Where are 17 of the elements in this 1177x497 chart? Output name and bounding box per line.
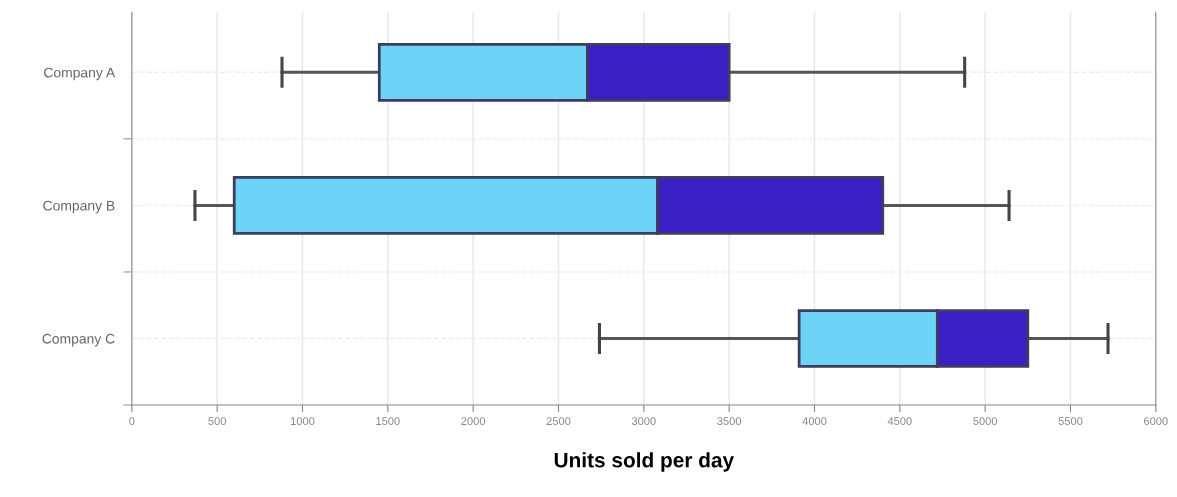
y-tick-label: Company A (44, 67, 116, 81)
x-tick-label: 4000 (802, 417, 827, 426)
x-tick-label: 3000 (631, 417, 656, 426)
y-tick-label: Company C (42, 333, 115, 347)
x-tick-label: 2000 (461, 417, 486, 426)
x-tick-label: 1000 (290, 417, 315, 426)
x-tick-label: 0 (129, 417, 135, 426)
x-tick-label: 5000 (973, 417, 998, 426)
y-tick-label: Company B (43, 200, 115, 214)
x-tick-label: 2500 (546, 417, 571, 426)
x-tick-label: 500 (208, 417, 226, 426)
x-tick-label: 6000 (1144, 417, 1168, 426)
x-axis-title: Units sold per day (554, 452, 735, 472)
x-tick-label: 3500 (717, 417, 742, 426)
x-tick-label: 5500 (1058, 417, 1083, 426)
x-tick-label: 4500 (887, 417, 912, 426)
x-tick-label: 1500 (376, 417, 400, 426)
